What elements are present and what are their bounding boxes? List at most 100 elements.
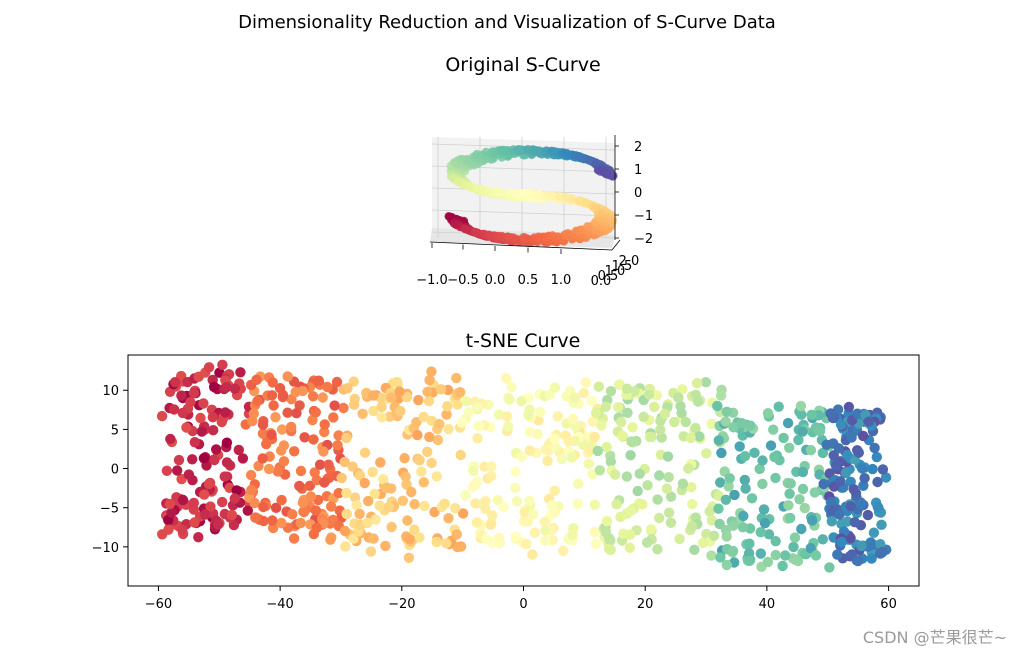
tsne-point [375,457,386,468]
y-tick-label: 5 [111,423,119,438]
tsne-point [866,553,877,564]
tsne-point [247,415,258,427]
tsne-point [331,376,343,388]
tsne-point [689,544,700,555]
scurve-point [562,149,572,158]
tsne-point [203,362,215,373]
tsne-point [354,508,365,520]
tsne-point [473,420,485,432]
tsne-point [754,463,765,475]
tsne-point [221,457,233,468]
tsne-point [250,512,261,523]
tsne-point [199,489,210,500]
tsne-point [833,443,844,454]
x-tick-label: 1.0 [551,273,572,288]
tsne-point [266,390,278,401]
tsne-point [276,445,287,456]
tsne-point [220,407,231,418]
scurve-point [564,229,573,238]
tsne-point [859,473,870,484]
tsne-point [450,503,461,514]
tsne-point [402,515,413,526]
tsne-point [354,470,366,481]
tsne-point [471,401,483,413]
tsne-point [549,485,560,496]
tsne-point [401,479,412,490]
x-tick-label: −1.0 [416,273,448,288]
tsne-point [857,463,868,474]
tsne-point [830,460,842,471]
scurve-point [561,192,571,202]
tsne-point [805,543,816,554]
tsne-point [762,408,774,419]
tsne-point [229,493,240,504]
x-tick-label: 40 [759,597,776,612]
tsne-point [740,483,751,494]
tsne-point [325,534,336,545]
y-tick-label: 1.5 [612,259,633,274]
tsne-point [757,455,768,466]
tsne-point [792,555,804,567]
tsne-point [463,407,474,418]
tsne-point [299,432,310,443]
tsne-point [359,477,370,489]
tsne-point [391,377,403,388]
tsne-point [297,497,309,508]
tsne-point [784,442,795,453]
tsne-point [687,498,698,510]
tsne-point [400,471,411,482]
tsne-point [308,434,319,445]
tsne-point [461,396,472,407]
tsne-point [267,515,278,526]
tsne-point [272,466,283,477]
tsne-point [441,409,452,420]
tsne-point [626,436,637,447]
tsne-point [594,465,605,476]
tsne-point [328,412,339,423]
tsne-point [452,399,463,410]
tsne-point [510,482,521,493]
tsne-point [166,507,177,518]
tsne-point [208,425,219,436]
tsne-point [161,465,173,476]
tsne-point [394,386,405,397]
tsne-point [470,498,481,509]
tsne-point [380,540,391,552]
tsne-point [424,374,435,386]
tsne-point [625,450,636,461]
tsne-point [698,537,709,549]
tsne-point [685,432,696,444]
tsne-point [622,407,633,418]
tsne-point [700,377,712,388]
tsne-point [339,456,350,468]
tsne-point [715,477,726,488]
tsne-point [624,542,635,553]
tsne-point [540,525,551,536]
tsne-point [198,398,209,409]
tsne-point [846,432,857,443]
y-tick-label: 1.0 [605,264,626,279]
tsne-point [211,444,222,455]
scurve-point [524,188,533,198]
tsne-point [593,381,604,392]
tsne-point [835,419,847,430]
scurve-point [583,222,592,231]
scurve-point [488,147,497,156]
tsne-point [842,516,853,527]
tsne-point [589,431,600,443]
tsne-point [341,487,352,499]
scurve-point [449,158,459,167]
tsne-point [796,409,807,420]
watermark: CSDN @芒果很芒~ [862,628,1007,647]
y-tick-label: 2.0 [619,254,640,269]
tsne-point [317,392,328,403]
tsne-point [277,389,289,401]
tsne-point [399,453,410,464]
tsne-point [840,467,852,479]
tsne-point [165,433,176,445]
tsne-point [683,463,694,474]
scurve-point [472,149,482,159]
tsne-point [528,508,539,520]
tsne-point [770,472,781,484]
tsne-point [759,518,771,529]
